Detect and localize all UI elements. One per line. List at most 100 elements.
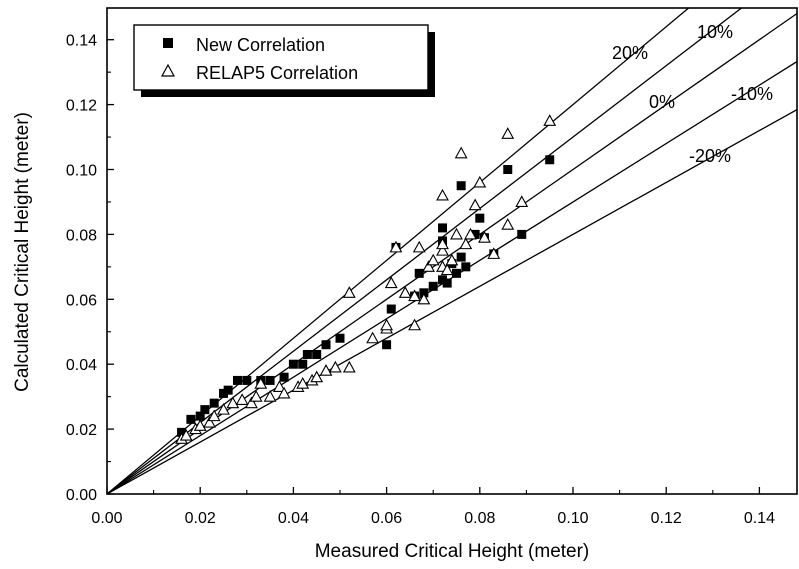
relap5-point [440,263,454,276]
y-axis-label: Calculated Critical Height (meter) [12,112,33,392]
new-correlation-point [475,213,485,223]
relap5-point [254,377,268,389]
relap5-point [389,240,403,253]
relap5-point [245,396,258,409]
relap5-point [454,146,468,159]
relap5-point [235,393,249,405]
new-correlation-point [452,268,461,278]
legend-label-relap5-correlation: RELAP5 Correlation [196,63,358,83]
relap5-point [459,237,473,250]
x-tick-label: 0.04 [278,510,309,527]
reference-line-label-2: 0% [649,92,675,112]
relap5-point [450,227,463,240]
new-correlation-point [414,268,424,278]
new-correlation-point [335,333,345,343]
relap5-point [319,364,333,376]
relap5-point [380,318,394,331]
relap5-point [384,276,398,289]
new-correlation-point [195,411,205,421]
new-correlation-point [456,252,466,262]
x-axis-label: Measured Critical Height (meter) [315,541,590,562]
relap5-point [436,188,449,201]
new-correlation-point [438,275,448,285]
relap5-point [179,428,193,441]
new-correlation-point [386,304,396,314]
new-correlation-point [517,229,527,239]
new-correlation-point [200,405,210,415]
y-tick-label: 0.12 [66,98,97,115]
new-correlation-point [223,385,233,395]
legend-box [133,24,429,91]
y-axis-ticks: 0.00 0.02 0.04 0.06 0.08 0.10 0.12 0.14 [66,33,114,504]
relap5-point [366,331,380,344]
new-correlation-point [186,414,196,424]
relap5-point [473,175,487,188]
legend-label-new-correlation: New Correlation [196,35,325,55]
relap5-point [464,227,477,240]
relap5-point [515,195,529,207]
relap5-point [277,386,291,399]
relap5-point [426,253,440,266]
x-tick-label: 0.02 [185,510,216,527]
relap5-point [468,198,482,211]
reference-line-label-4: -20% [689,146,731,166]
relap5-point [217,402,230,415]
x-tick-label: 0.10 [557,510,588,527]
plot-frame [106,7,798,495]
relap5-point [398,286,412,298]
reference-line-label-3: -10% [731,84,773,104]
x-tick-label: 0.06 [371,510,402,527]
new-correlation-point [428,281,438,291]
relap5-point [193,419,207,431]
y-tick-label: 0.14 [66,33,97,50]
relap5-point [487,247,501,259]
relap5-point [342,360,356,373]
relap5-point [436,243,449,256]
new-correlation-point [298,359,308,369]
x-axis-ticks: 0.00 0.02 0.04 0.06 0.08 0.10 0.12 0.14 [91,487,775,527]
x-tick-label: 0.14 [744,510,775,527]
relap5-point [226,396,240,409]
new-correlation-point [209,398,219,408]
relap5-point [207,409,221,422]
relap5-point [272,380,286,392]
new-correlation-point [503,165,513,174]
new-correlation-point [442,278,452,288]
relap5-point [445,253,459,266]
new-correlation-point [456,181,466,191]
new-correlation-point [302,349,312,359]
legend-square-marker [163,38,173,48]
new-correlation-point [312,349,322,359]
new-correlation-point [232,375,242,385]
y-tick-label: 0.10 [66,163,97,180]
relap5-point [543,114,557,126]
x-tick-label: 0.12 [651,510,682,527]
new-correlation-point [288,359,298,369]
legend: New Correlation RELAP5 Correlation [133,24,435,97]
new-correlation-point [279,372,289,382]
relap5-point [342,286,356,298]
y-tick-label: 0.06 [66,292,97,309]
reference-line-4 [107,108,797,494]
y-tick-label: 0.04 [66,357,97,374]
relap5-point [478,231,491,243]
new-correlation-point [461,262,471,272]
x-tick-label: 0.00 [91,510,122,527]
relap5-point [203,415,216,428]
y-tick-label: 0.08 [66,227,97,244]
relap5-point [328,360,342,373]
relap5-point [408,289,421,302]
legend-triangle-marker [160,63,176,77]
relap5-point [501,127,515,139]
new-correlation-point [545,155,555,165]
relap5-point [501,218,515,230]
series-relap5-correlation [175,114,557,444]
relap5-point [296,377,310,389]
relap5-point [422,260,435,272]
reference-line-label-0: 20% [612,43,648,63]
new-correlation-point [438,223,448,233]
relap5-point [408,318,421,331]
reference-line-label-1: 10% [697,22,733,42]
relap5-point [417,292,431,305]
